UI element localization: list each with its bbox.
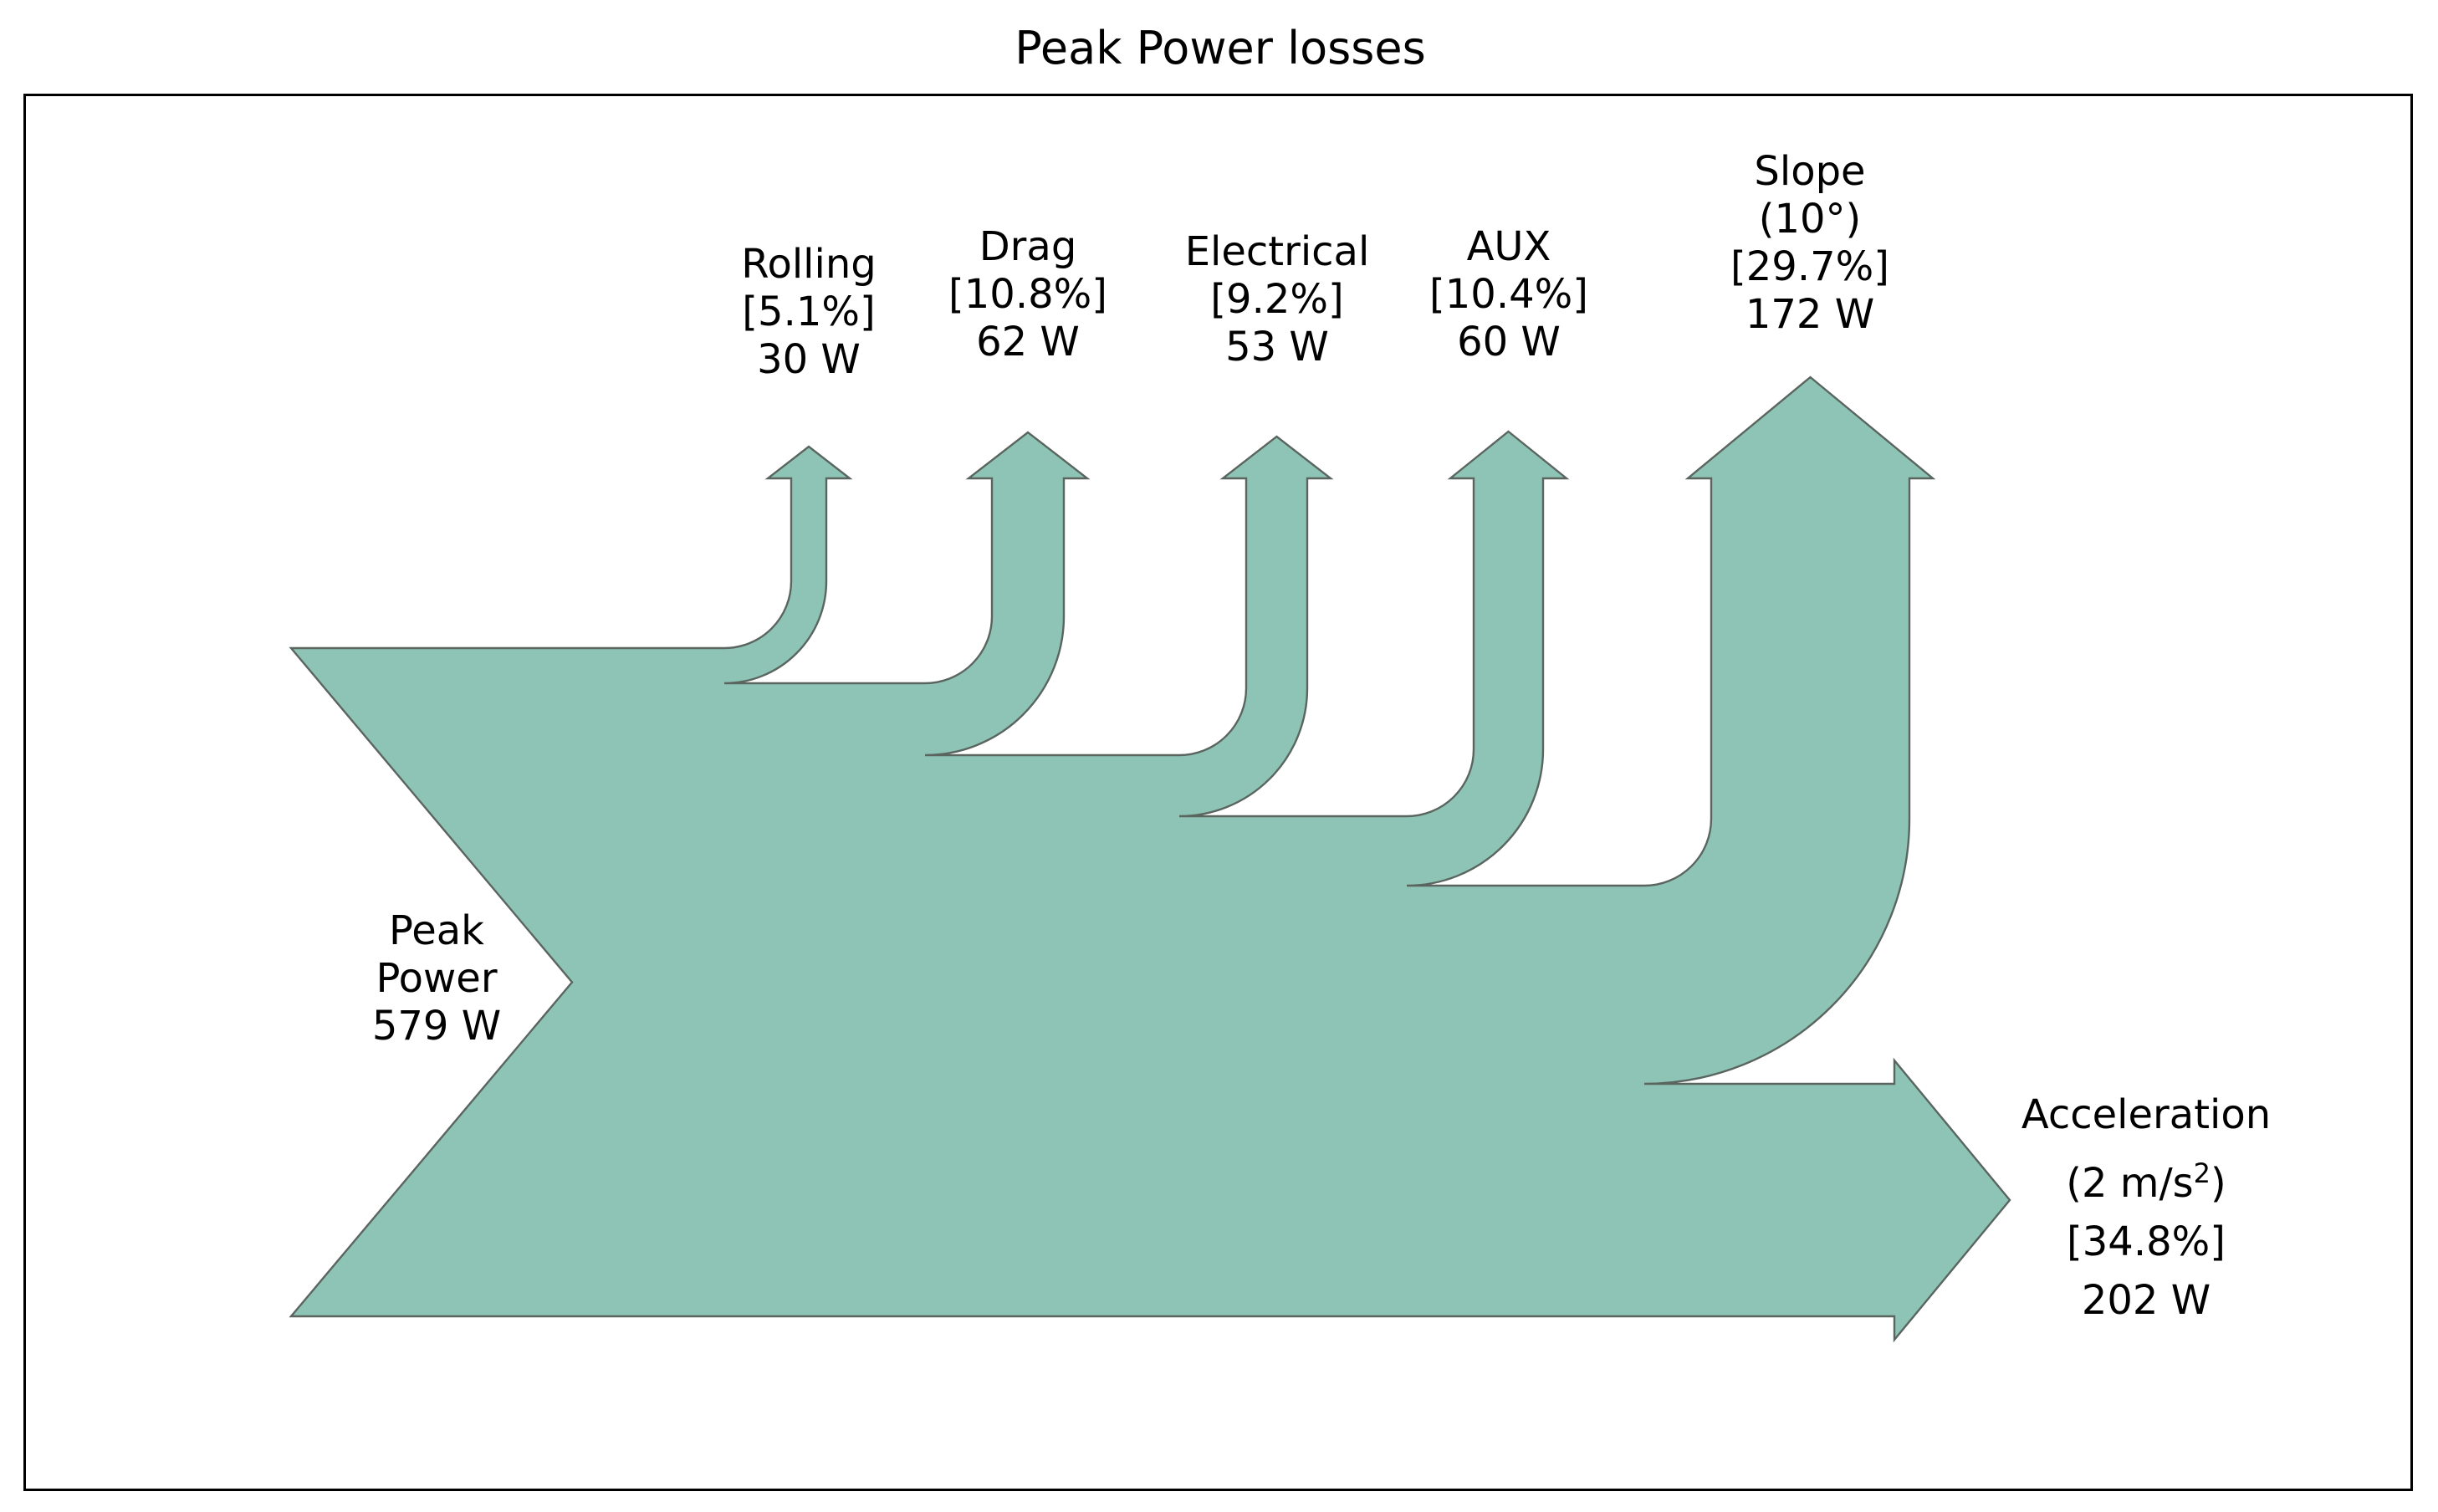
- label-acceleration-spec: (2 m/s2): [2021, 1144, 2271, 1213]
- plot-border: [23, 94, 2413, 1491]
- label-rolling-percent: [5.1%]: [742, 289, 876, 335]
- label-acceleration-spec-post: ): [2211, 1160, 2226, 1207]
- label-peak-power-value: 579 W: [371, 1003, 502, 1050]
- label-aux-value: 60 W: [1457, 319, 1561, 365]
- label-electrical-name: Electrical: [1184, 228, 1370, 275]
- label-peak-power-line1: Peak: [389, 907, 484, 954]
- label-slope-name: Slope: [1754, 148, 1866, 195]
- label-peak-power: Peak Power 579 W: [372, 907, 501, 1050]
- label-slope-angle: (10°): [1758, 196, 1862, 243]
- label-acceleration-spec-sup: 2: [2193, 1157, 2211, 1189]
- sankey-flow-shape: [289, 375, 2011, 1343]
- page-title: Peak Power losses: [1015, 22, 1426, 74]
- label-drag-value: 62 W: [976, 319, 1080, 365]
- label-rolling: Rolling [5.1%] 30 W: [741, 241, 876, 384]
- label-acceleration-value: 202 W: [2081, 1277, 2211, 1324]
- label-acceleration-name: Acceleration: [2021, 1091, 2272, 1138]
- label-slope-value: 172 W: [1745, 291, 1875, 338]
- label-peak-power-line2: Power: [376, 955, 498, 1002]
- label-aux-percent: [10.4%]: [1429, 271, 1588, 318]
- label-drag-name: Drag: [979, 223, 1077, 270]
- label-electrical: Electrical [9.2%] 53 W: [1185, 228, 1370, 371]
- label-drag-percent: [10.8%]: [948, 271, 1107, 318]
- label-slope-percent: [29.7%]: [1730, 243, 1889, 290]
- label-slope: Slope (10°) [29.7%] 172 W: [1730, 148, 1889, 339]
- label-rolling-name: Rolling: [741, 241, 877, 288]
- label-aux-name: AUX: [1466, 223, 1551, 270]
- label-aux: AUX [10.4%] 60 W: [1429, 223, 1588, 366]
- label-drag: Drag [10.8%] 62 W: [948, 223, 1107, 366]
- label-rolling-value: 30 W: [757, 336, 861, 383]
- label-acceleration-percent: [34.8%]: [2067, 1218, 2226, 1265]
- label-acceleration: Acceleration (2 m/s2) [34.8%] 202 W: [2021, 1085, 2271, 1330]
- label-electrical-percent: [9.2%]: [1210, 276, 1344, 323]
- label-electrical-value: 53 W: [1225, 324, 1329, 370]
- label-acceleration-spec-pre: (2 m/s: [2066, 1160, 2194, 1207]
